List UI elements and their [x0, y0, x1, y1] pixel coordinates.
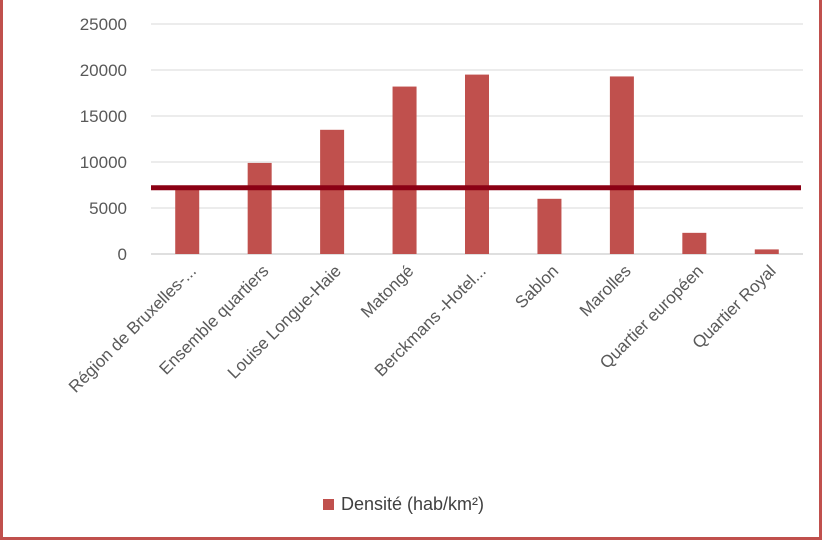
x-tick-label: Sablon: [511, 261, 562, 312]
legend-label: Densité (hab/km²): [341, 494, 485, 514]
x-tick-label: Matongé: [357, 261, 417, 321]
bar: [609, 76, 634, 254]
x-tick-label: Marolles: [576, 261, 635, 320]
y-tick-label: 10000: [80, 153, 127, 172]
bar: [320, 129, 345, 254]
y-tick-label: 15000: [80, 107, 127, 126]
bar: [247, 162, 272, 254]
bar: [537, 198, 562, 254]
y-tick-label: 0: [118, 245, 127, 264]
bar: [392, 86, 417, 254]
bar: [754, 249, 779, 254]
y-tick-label: 5000: [89, 199, 127, 218]
x-tick-label: Région de Bruxelles-...: [65, 261, 200, 396]
y-tick-label: 20000: [80, 61, 127, 80]
legend: Densité (hab/km²): [323, 494, 484, 515]
bar: [465, 74, 489, 254]
legend-swatch: [323, 499, 334, 510]
y-tick-label: 25000: [80, 15, 127, 34]
bar-chart: 0 5000 10000 15000 20000 25000 Région de Bruxe…: [65, 15, 803, 396]
bar: [682, 232, 707, 254]
bar: [175, 185, 200, 254]
